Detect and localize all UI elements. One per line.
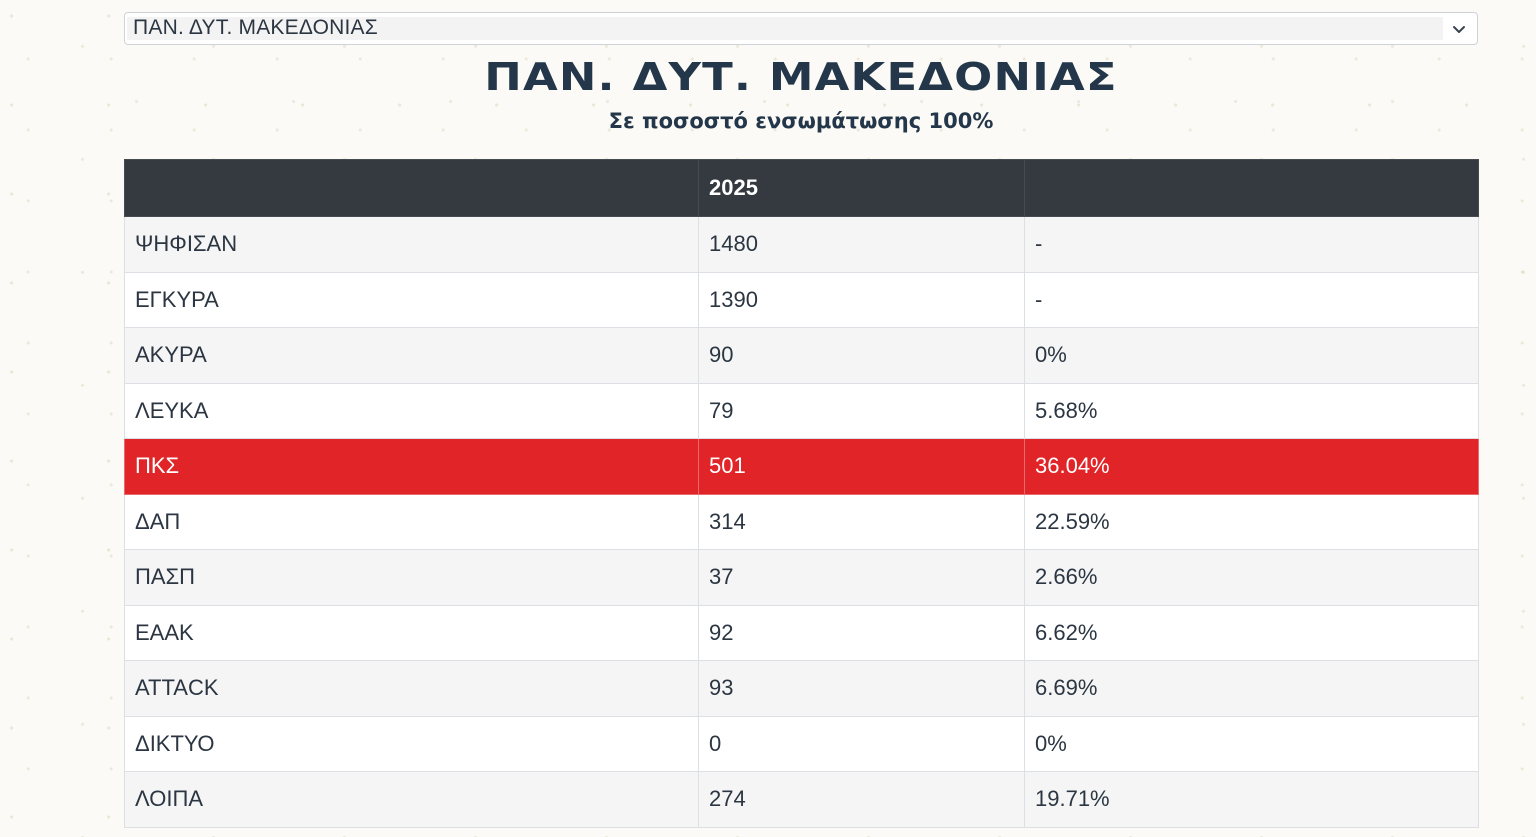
row-votes: 1480 bbox=[698, 216, 1025, 273]
table-row: ΛΕΥΚΑ 79 5.68% bbox=[124, 382, 1479, 439]
table-row-highlighted: ΠΚΣ 501 36.04% bbox=[124, 438, 1479, 495]
row-label: ΕΓΚΥΡΑ bbox=[124, 271, 699, 328]
results-table: 2025 ΨΗΦΙΣΑΝ 1480 - ΕΓΚΥΡΑ 1390 - ΑΚΥΡΑ … bbox=[124, 159, 1479, 828]
table-row: ΠΑΣΠ 37 2.66% bbox=[124, 549, 1479, 606]
row-percent: 0% bbox=[1024, 715, 1479, 772]
row-label: ΠΚΣ bbox=[124, 438, 699, 495]
row-percent: 0% bbox=[1024, 327, 1479, 384]
row-label: ΛΕΥΚΑ bbox=[124, 382, 699, 439]
row-label: ΔΙΚΤΥΟ bbox=[124, 715, 699, 772]
row-votes: 501 bbox=[698, 438, 1025, 495]
row-percent: - bbox=[1024, 271, 1479, 328]
row-percent: 22.59% bbox=[1024, 493, 1479, 550]
select-field[interactable] bbox=[127, 17, 1443, 40]
row-label: ATTACK bbox=[124, 660, 699, 717]
table-row: ΔΑΠ 314 22.59% bbox=[124, 493, 1479, 550]
table-row: ATTACK 93 6.69% bbox=[124, 660, 1479, 717]
table-row: ΛΟΙΠΑ 274 19.71% bbox=[124, 771, 1479, 828]
row-percent: 6.62% bbox=[1024, 604, 1479, 661]
table-row: ΔΙΚΤΥΟ 0 0% bbox=[124, 715, 1479, 772]
page-subtitle: Σε ποσοστό ενσωμάτωσης 100% bbox=[608, 109, 994, 133]
row-label: ΛΟΙΠΑ bbox=[124, 771, 699, 828]
row-votes: 0 bbox=[698, 715, 1025, 772]
row-percent: 36.04% bbox=[1024, 438, 1479, 495]
row-votes: 93 bbox=[698, 660, 1025, 717]
row-percent: 19.71% bbox=[1024, 771, 1479, 828]
row-votes: 90 bbox=[698, 327, 1025, 384]
table-row: ΕΑΑΚ 92 6.62% bbox=[124, 604, 1479, 661]
row-votes: 79 bbox=[698, 382, 1025, 439]
row-votes: 37 bbox=[698, 549, 1025, 606]
table-header-row: 2025 bbox=[124, 159, 1479, 217]
row-label: ΠΑΣΠ bbox=[124, 549, 699, 606]
row-votes: 314 bbox=[698, 493, 1025, 550]
header-label bbox=[124, 159, 699, 217]
row-percent: 5.68% bbox=[1024, 382, 1479, 439]
row-percent: 2.66% bbox=[1024, 549, 1479, 606]
row-votes: 1390 bbox=[698, 271, 1025, 328]
row-label: ΨΗΦΙΣΑΝ bbox=[124, 216, 699, 273]
chevron-down-icon[interactable] bbox=[1451, 21, 1467, 37]
row-percent: - bbox=[1024, 216, 1479, 273]
row-label: ΕΑΑΚ bbox=[124, 604, 699, 661]
table-row: ΕΓΚΥΡΑ 1390 - bbox=[124, 271, 1479, 328]
results-panel: ΠΑΝ. ΔΥΤ. ΜΑΚΕΔΟΝΙΑΣ ΠΑΝ. ΔΥΤ. ΜΑΚΕΔΟΝΙΑ… bbox=[124, 0, 1479, 828]
header-year: 2025 bbox=[698, 159, 1025, 217]
page-title: ΠΑΝ. ΔΥΤ. ΜΑΚΕΔΟΝΙΑΣ bbox=[484, 55, 1118, 99]
row-label: ΔΑΠ bbox=[124, 493, 699, 550]
row-label: ΑΚΥΡΑ bbox=[124, 327, 699, 384]
table-row: ΑΚΥΡΑ 90 0% bbox=[124, 327, 1479, 384]
select-value: ΠΑΝ. ΔΥΤ. ΜΑΚΕΔΟΝΙΑΣ bbox=[133, 16, 378, 39]
header-percent bbox=[1024, 159, 1479, 217]
table-row: ΨΗΦΙΣΑΝ 1480 - bbox=[124, 216, 1479, 273]
row-votes: 274 bbox=[698, 771, 1025, 828]
row-votes: 92 bbox=[698, 604, 1025, 661]
university-select[interactable]: ΠΑΝ. ΔΥΤ. ΜΑΚΕΔΟΝΙΑΣ bbox=[124, 12, 1478, 45]
row-percent: 6.69% bbox=[1024, 660, 1479, 717]
